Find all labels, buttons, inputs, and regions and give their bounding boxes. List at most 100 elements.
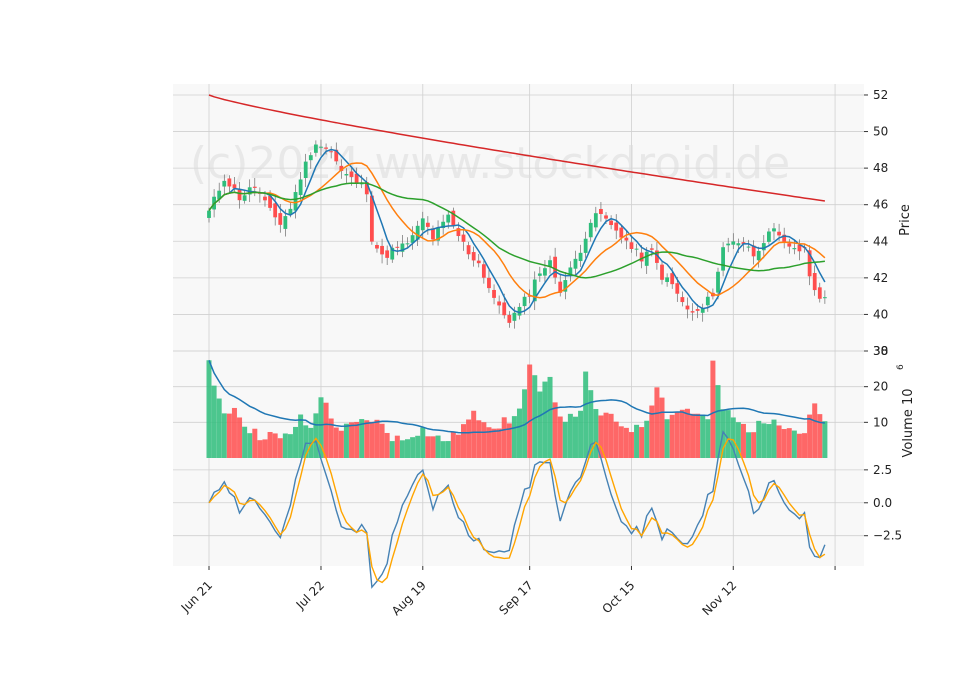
candle-body bbox=[207, 210, 211, 218]
volume-bar bbox=[226, 413, 232, 458]
volume-bar bbox=[583, 371, 589, 458]
volume-bar bbox=[578, 410, 584, 458]
oscillator-line-signal bbox=[208, 437, 826, 584]
candle-body bbox=[273, 203, 278, 218]
candle-body bbox=[308, 155, 313, 161]
candle-body bbox=[324, 147, 328, 149]
candle-body bbox=[619, 227, 624, 238]
volume-bar bbox=[674, 411, 680, 458]
volume-bar bbox=[272, 433, 278, 458]
candle-body bbox=[263, 196, 267, 201]
volume-bar bbox=[354, 421, 360, 458]
volume-bar bbox=[491, 428, 497, 458]
oscillator-tick-label: 0.0 bbox=[873, 496, 892, 510]
candle-body bbox=[599, 208, 603, 214]
candle-body bbox=[822, 297, 827, 299]
candle-body bbox=[492, 289, 496, 298]
volume-bar bbox=[282, 433, 288, 458]
volume-bar bbox=[516, 408, 522, 458]
candle-body bbox=[232, 184, 237, 189]
candle-body bbox=[741, 242, 746, 245]
candle-body bbox=[288, 208, 293, 214]
candle-body bbox=[543, 268, 547, 276]
candle-body bbox=[593, 213, 598, 228]
volume-bar bbox=[710, 360, 716, 458]
candle-body bbox=[507, 314, 512, 323]
volume-bar bbox=[628, 432, 634, 458]
candle-body bbox=[329, 151, 334, 153]
candle-body bbox=[380, 245, 384, 255]
volume-bar bbox=[608, 413, 614, 458]
volume-bar bbox=[527, 364, 533, 458]
volume-bar bbox=[613, 421, 619, 458]
price-tick-label: 38 bbox=[873, 344, 888, 358]
candle-body bbox=[624, 237, 629, 241]
volume-bar bbox=[425, 436, 431, 458]
volume-bar bbox=[369, 421, 375, 458]
volume-bar bbox=[303, 425, 309, 458]
candle-body bbox=[695, 309, 700, 311]
candle-body bbox=[339, 165, 344, 171]
candle-body bbox=[461, 234, 466, 242]
moving-average-line-ma-long bbox=[208, 182, 825, 279]
candle-body bbox=[537, 273, 542, 276]
candle-body bbox=[334, 149, 339, 162]
volume-bar bbox=[379, 423, 385, 458]
volume-bar bbox=[740, 423, 746, 458]
volume-bar bbox=[384, 432, 390, 458]
candle-body bbox=[456, 228, 461, 237]
candle-body bbox=[405, 243, 410, 245]
volume-bar bbox=[298, 414, 304, 458]
candle-body bbox=[746, 246, 751, 248]
volume-bar bbox=[277, 438, 283, 458]
volume-average-line bbox=[208, 360, 825, 434]
volume-bar bbox=[440, 441, 446, 458]
candle-body bbox=[660, 264, 664, 280]
candle-body bbox=[522, 296, 527, 307]
volume-bar bbox=[766, 424, 772, 458]
volume-axis-label: Volume 10 bbox=[901, 388, 916, 457]
volume-bar bbox=[293, 426, 299, 458]
volume-bar bbox=[364, 420, 370, 458]
candle-body bbox=[573, 258, 578, 269]
candle-body bbox=[425, 222, 430, 227]
candle-body bbox=[705, 296, 710, 306]
candle-body bbox=[354, 173, 359, 184]
candle-body bbox=[797, 244, 802, 252]
volume-bar bbox=[211, 385, 217, 458]
candle-body bbox=[527, 295, 532, 297]
volume-bar bbox=[700, 414, 706, 458]
candle-body bbox=[751, 245, 756, 257]
price-tick-label: 50 bbox=[873, 125, 888, 139]
volume-bar bbox=[410, 437, 416, 458]
oscillator-tick-label: −2.5 bbox=[873, 529, 902, 543]
x-tick-label: Sep 17 bbox=[496, 578, 535, 617]
candle-body bbox=[563, 280, 568, 292]
volume-bar bbox=[618, 426, 624, 458]
volume-bar bbox=[267, 431, 273, 458]
x-tick-label: Jul 22 bbox=[293, 578, 327, 612]
volume-bar bbox=[506, 423, 512, 458]
candle-body bbox=[375, 244, 379, 249]
volume-bar bbox=[231, 407, 237, 458]
candle-body bbox=[568, 267, 573, 277]
price-tick-label: 44 bbox=[873, 234, 888, 248]
volume-bar bbox=[405, 439, 411, 458]
volume-bar bbox=[552, 402, 558, 458]
candle-body bbox=[665, 277, 669, 282]
candle-body bbox=[772, 228, 776, 232]
candle-body bbox=[690, 311, 695, 313]
volume-bar bbox=[237, 417, 243, 458]
volume-bar bbox=[420, 427, 426, 458]
candle-body bbox=[675, 283, 680, 294]
candle-body bbox=[655, 250, 659, 263]
oscillator-panel bbox=[208, 430, 826, 589]
candle-body bbox=[415, 225, 420, 240]
volume-bar bbox=[476, 420, 482, 458]
candle-body bbox=[726, 243, 731, 246]
volume-bar bbox=[644, 420, 650, 458]
candle-body bbox=[298, 179, 303, 196]
candle-body bbox=[344, 174, 349, 176]
volume-bar bbox=[679, 409, 685, 458]
